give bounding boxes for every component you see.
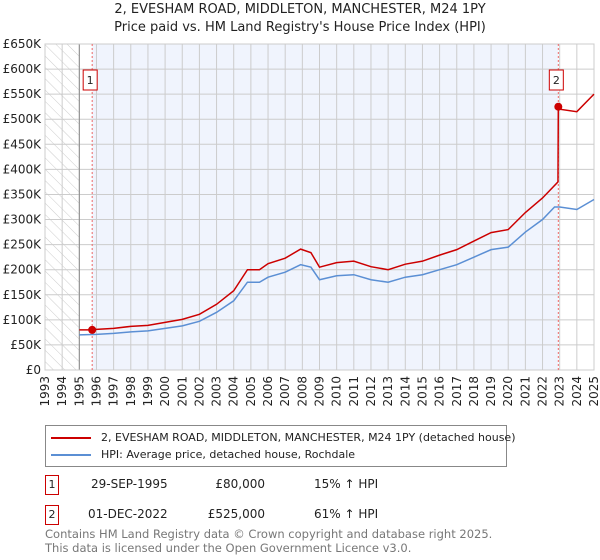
sale-point — [88, 325, 97, 334]
y-tick-label: £100K — [3, 313, 43, 327]
x-tick-label: 2011 — [347, 376, 361, 407]
x-tick-label: 2014 — [398, 376, 412, 407]
sale-marker-label: 2 — [45, 505, 59, 525]
y-tick-label: £250K — [3, 238, 43, 252]
plot-border — [44, 43, 595, 371]
x-tick-label: 2016 — [433, 376, 447, 407]
y-tick-label: £300K — [3, 213, 43, 227]
x-tick-label: 1996 — [89, 376, 103, 407]
x-tick-label: 2023 — [553, 376, 567, 407]
sale-price: £525,000 — [207, 507, 265, 521]
sale-marker-label: 2 — [553, 74, 560, 87]
y-tick-label: £50K — [10, 338, 42, 352]
x-tick-label: 2010 — [330, 376, 344, 407]
chart-subtitle: Price paid vs. HM Land Registry's House … — [114, 20, 486, 35]
sale-row-2: 2 01-DEC-2022 £525,000 61% ↑ HPI — [45, 505, 445, 525]
x-tick-label: 2007 — [278, 376, 292, 407]
x-tick-label: 2003 — [210, 376, 224, 407]
sale-marker-box — [82, 69, 98, 91]
footer-line-2: This data is licensed under the Open Gov… — [45, 541, 412, 555]
footer-line-1: Contains HM Land Registry data © Crown c… — [45, 527, 493, 541]
x-tick-label: 1995 — [72, 376, 86, 407]
legend-swatch-hpi — [51, 453, 91, 456]
hpi-line — [79, 198, 595, 336]
y-tick-label: £550K — [3, 87, 43, 101]
y-tick-label: £500K — [3, 112, 43, 126]
legend: 2, EVESHAM ROAD, MIDDLETON, MANCHESTER, … — [45, 425, 515, 467]
sale-price: £80,000 — [215, 477, 265, 491]
y-tick-label: £650K — [3, 37, 43, 51]
x-tick-label: 2004 — [227, 376, 241, 407]
x-tick-label: 1999 — [141, 376, 155, 407]
ownership-shade — [92, 44, 559, 370]
x-tick-label: 2002 — [192, 376, 206, 407]
sale-row-1: 1 29-SEP-1995 £80,000 15% ↑ HPI — [45, 475, 445, 495]
y-tick-label: £400K — [3, 162, 43, 176]
chart-title: 2, EVESHAM ROAD, MIDDLETON, MANCHESTER, … — [114, 2, 486, 17]
sale-point — [554, 102, 563, 111]
x-tick-label: 2018 — [467, 376, 481, 407]
chart: 1993 1994 1995 1996 1997 1998 1999 2000 2001 2002… — [3, 37, 600, 407]
sale-marker-label: 1 — [87, 74, 94, 87]
x-tick-label: 2017 — [450, 376, 464, 407]
x-tick-label: 1997 — [107, 376, 121, 407]
x-tick-label: 2012 — [364, 376, 378, 407]
property-line — [79, 93, 595, 331]
x-tick-label: 2005 — [244, 376, 258, 407]
sale-marker-label: 1 — [45, 475, 59, 495]
footer: Contains HM Land Registry data © Crown c… — [45, 527, 492, 555]
x-tick-label: 2015 — [415, 376, 429, 407]
y-tick-label: £600K — [3, 62, 43, 76]
x-tick-label: 2001 — [175, 376, 189, 407]
x-tick-label: 2008 — [295, 376, 309, 407]
y-tick-label: £150K — [3, 288, 43, 302]
x-tick-label: 2021 — [518, 376, 532, 407]
x-tick-label: 1994 — [55, 376, 69, 407]
sale-date: 01-DEC-2022 — [88, 507, 168, 521]
x-tick-label: 2009 — [313, 376, 327, 407]
sale-date: 29-SEP-1995 — [91, 477, 168, 491]
legend-label-hpi: HPI: Average price, detached house, Roch… — [101, 448, 356, 461]
x-tick-label: 2013 — [381, 376, 395, 407]
sale-marker-box — [548, 69, 564, 91]
legend-label-property: 2, EVESHAM ROAD, MIDDLETON, MANCHESTER, … — [101, 431, 516, 444]
sale-hpi: 61% ↑ HPI — [314, 507, 379, 521]
x-tick-label: 2000 — [158, 376, 172, 407]
y-tick-label: £200K — [3, 263, 43, 277]
x-tick-label: 2020 — [501, 376, 515, 407]
x-tick-label: 2024 — [570, 376, 584, 407]
x-tick-label: 1993 — [38, 376, 52, 407]
sale-hpi: 15% ↑ HPI — [314, 477, 379, 491]
x-tick-label: 2019 — [484, 376, 498, 407]
x-tick-label: 1998 — [124, 376, 138, 407]
y-tick-label: £450K — [3, 137, 43, 151]
x-tick-label: 2025 — [587, 376, 600, 407]
x-tick-label: 2022 — [536, 376, 550, 407]
y-tick-label: £0 — [26, 363, 41, 377]
legend-swatch-property — [51, 436, 91, 439]
x-tick-label: 2006 — [261, 376, 275, 407]
y-tick-label: £350K — [3, 187, 43, 201]
